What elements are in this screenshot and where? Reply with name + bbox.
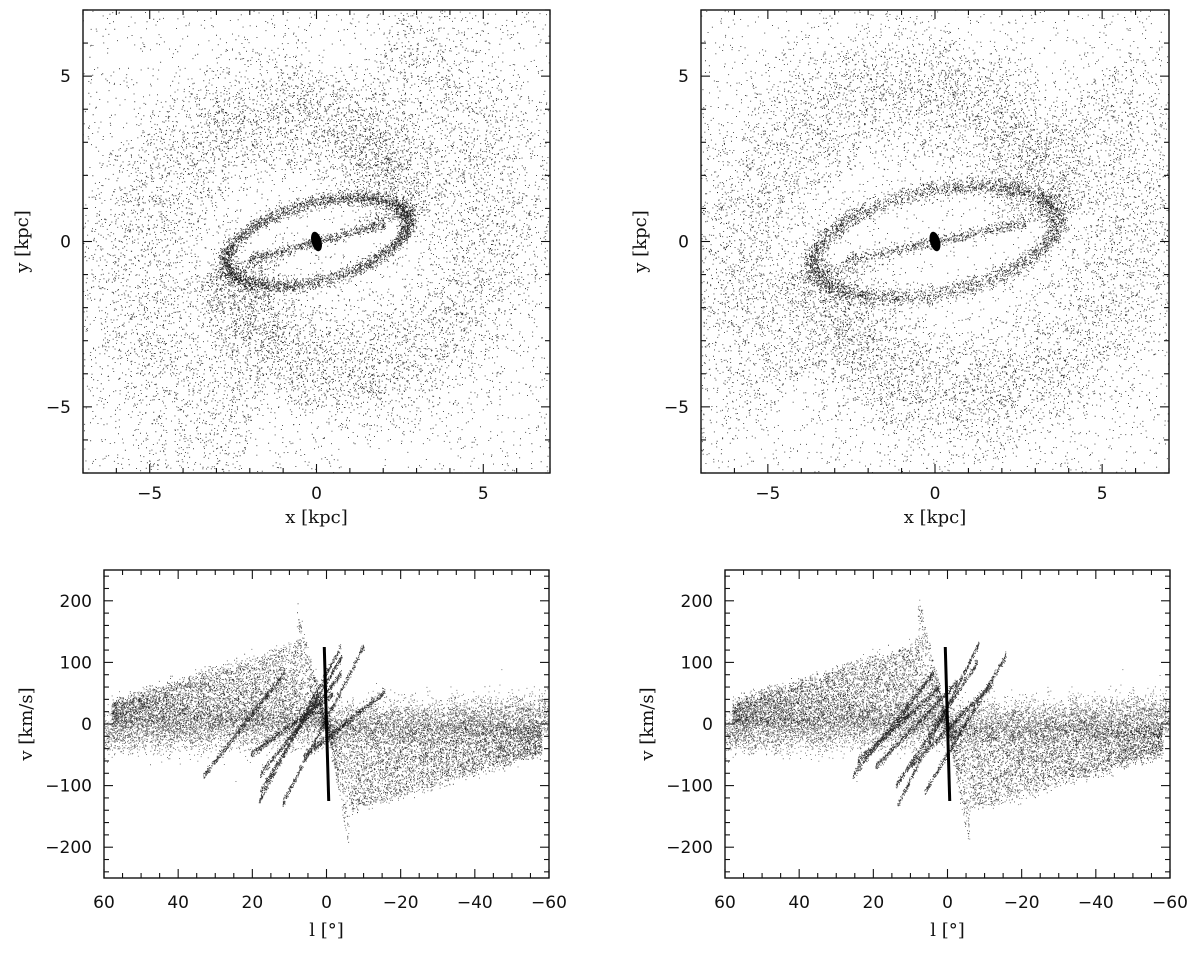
- x-tick-label: 40: [788, 893, 810, 913]
- particle-field: [21, 0, 600, 525]
- x-tick-label: −60: [531, 893, 567, 913]
- x-axis-title: x [kpc]: [285, 507, 347, 528]
- x-tick-label: 20: [242, 893, 264, 913]
- y-tick-label: 0: [60, 233, 71, 253]
- gas-particles: [21, 0, 600, 543]
- x-tick-label: 20: [863, 893, 885, 913]
- x-axis-title: x [kpc]: [904, 507, 966, 528]
- x-tick-label: 0: [930, 484, 941, 504]
- x-tick-label: −60: [1152, 893, 1188, 913]
- x-axis-title: l [°]: [930, 920, 965, 941]
- x-tick-label: −40: [457, 893, 493, 913]
- y-axis-title: v [km/s]: [637, 687, 658, 761]
- y-tick-label: 0: [678, 233, 689, 253]
- y-tick-label: −5: [664, 398, 689, 418]
- y-tick-label: −200: [666, 838, 713, 858]
- lv-particles: [725, 600, 1171, 840]
- y-tick-label: 0: [81, 715, 92, 735]
- y-tick-label: 0: [702, 715, 713, 735]
- y-axis-title: v [km/s]: [16, 687, 37, 761]
- y-tick-label: 100: [60, 653, 92, 673]
- gas-particles: [583, 0, 1200, 495]
- x-tick-label: 0: [942, 893, 953, 913]
- x-tick-label: −5: [137, 484, 162, 504]
- x-axis-title: l [°]: [309, 920, 344, 941]
- x-tick-label: 60: [93, 893, 115, 913]
- x-tick-label: 0: [311, 484, 322, 504]
- y-tick-label: 100: [681, 653, 713, 673]
- x-tick-label: 40: [167, 893, 189, 913]
- particle-field: [583, 0, 1200, 495]
- xy-panel-right: −5 0 5 −5 0 5 x [kpc] y [kpc]: [583, 0, 1200, 528]
- x-tick-label: 60: [714, 893, 736, 913]
- xy-panel-left: −5 0 5 −5 0 5 x [kpc] y [kpc]: [12, 0, 600, 543]
- x-tick-label: 5: [1097, 484, 1108, 504]
- y-tick-label: −5: [46, 398, 71, 418]
- x-tick-label: −5: [755, 484, 780, 504]
- x-tick-label: 5: [478, 484, 489, 504]
- y-tick-label: −200: [45, 838, 92, 858]
- y-axis-title: y [kpc]: [12, 210, 33, 273]
- y-tick-label: 200: [681, 592, 713, 612]
- y-tick-label: −100: [45, 777, 92, 797]
- lv-particles: [104, 603, 550, 842]
- x-tick-label: −20: [383, 893, 419, 913]
- y-tick-label: 5: [60, 67, 71, 87]
- arm-particles: [40, 0, 592, 543]
- x-tick-label: −40: [1078, 893, 1114, 913]
- y-tick-label: 200: [60, 592, 92, 612]
- x-tick-label: −20: [1004, 893, 1040, 913]
- y-tick-label: 5: [678, 67, 689, 87]
- y-axis-title: y [kpc]: [630, 210, 651, 273]
- y-tick-label: −100: [666, 777, 713, 797]
- x-tick-label: 0: [321, 893, 332, 913]
